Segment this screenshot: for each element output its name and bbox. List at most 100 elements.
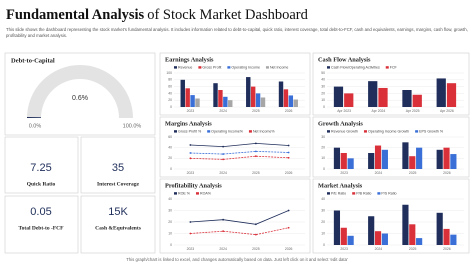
x-tick-label: 2024 (219, 109, 227, 113)
legend-label: Operating Income% (211, 129, 244, 133)
line-point (288, 152, 290, 154)
kpi-value: 35 (112, 162, 124, 174)
chart-title: Growth Analysis (318, 120, 363, 127)
legend-label: Net Income (270, 65, 288, 69)
legend-swatch (198, 66, 201, 68)
title-rest: of Stock Market Dashboard (147, 7, 308, 23)
chart-panel (160, 179, 310, 253)
legend-label: ROE % (178, 191, 191, 195)
bar (437, 213, 443, 245)
legend-swatch (352, 192, 355, 194)
bar (368, 216, 374, 245)
bar (348, 236, 354, 245)
kpi-label: Total Debt-to -FCF (18, 225, 64, 231)
y-tick-label: 30 (321, 208, 325, 212)
x-tick-label: 2025 (252, 171, 260, 175)
bar (409, 224, 415, 245)
y-tick-label: 20 (321, 146, 325, 150)
bar (284, 89, 288, 107)
bar (368, 81, 377, 107)
bar (450, 235, 456, 245)
chart-title: Cash Flow Analysis (318, 56, 371, 63)
y-tick-label: 0 (170, 167, 172, 171)
bar (256, 93, 260, 107)
bar (382, 150, 388, 169)
y-tick-label: 40 (321, 78, 325, 82)
legend-swatch (174, 192, 177, 194)
line-point (189, 152, 191, 154)
x-tick-label: 2026 (285, 109, 293, 113)
x-tick-label: 2026 (285, 171, 293, 175)
legend-swatch (327, 66, 330, 68)
bar (437, 78, 446, 107)
bar (402, 90, 411, 107)
x-tick-label: 2025 (252, 247, 260, 251)
bar (181, 80, 185, 107)
y-tick-label: 20 (168, 98, 172, 102)
gauge-title: Debt-to-Capital (11, 57, 55, 64)
kpi-value: 15K (108, 206, 128, 218)
bar (185, 88, 189, 107)
bar (223, 97, 227, 107)
y-tick-label: 60 (168, 135, 172, 139)
bar (382, 234, 388, 246)
y-tick-label: 0 (323, 243, 325, 247)
legend-swatch (415, 130, 418, 132)
legend-label: Revenue (178, 65, 192, 69)
bar (375, 146, 381, 169)
bar (213, 83, 217, 107)
kpi-value: 7.25 (30, 162, 51, 174)
y-tick-label: 10 (321, 231, 325, 235)
bar (190, 95, 194, 107)
y-tick-label: 40 (321, 197, 325, 201)
line-point (255, 223, 257, 225)
gauge-max: 100.0% (123, 123, 142, 129)
legend-swatch (364, 130, 367, 132)
line-point (222, 219, 224, 221)
bar (218, 90, 222, 107)
x-tick-label: 2023 (187, 247, 195, 251)
y-tick-label: 10 (321, 156, 325, 160)
line-point (189, 221, 191, 223)
bar (195, 99, 199, 108)
line-point (222, 146, 224, 148)
x-tick-label: 2025 (252, 109, 260, 113)
legend-swatch (174, 130, 177, 132)
legend-label: Net Income% (253, 129, 275, 133)
bar (402, 205, 408, 245)
bar (443, 148, 449, 169)
line-point (288, 145, 290, 147)
bar (341, 228, 347, 245)
subtitle-box: This slide shows the dashboard represent… (6, 27, 468, 47)
title-bold: Fundamental Analysis (6, 7, 145, 23)
legend-swatch (327, 130, 330, 132)
legend-label: ROA% (200, 191, 212, 195)
legend-label: P/E Ratio (331, 191, 346, 195)
kpi-label: Cash &Equivalents (95, 225, 141, 231)
y-tick-label: 0 (170, 105, 172, 109)
kpi-label: Quick Ratio (27, 181, 56, 187)
x-tick-label: Apr 2026 (440, 109, 454, 113)
y-tick-label: 100 (166, 71, 172, 75)
legend-label: P/S Ratio (381, 191, 396, 195)
bar (437, 150, 443, 169)
y-tick-label: 20 (321, 220, 325, 224)
x-tick-label: 2026 (443, 247, 451, 251)
bar (341, 153, 347, 169)
line-point (288, 210, 290, 212)
bar (334, 211, 340, 246)
legend-label: FCF (390, 65, 398, 69)
bar (246, 77, 250, 107)
gauge-min: 0.0% (29, 123, 42, 129)
legend-swatch (266, 66, 269, 68)
chart-title: Margins Analysis (165, 120, 212, 127)
y-tick-label: 60 (168, 84, 172, 88)
legend-swatch (207, 130, 210, 132)
legend-swatch (174, 66, 177, 68)
line-point (222, 159, 224, 161)
panels (5, 53, 155, 253)
y-tick-label: 20 (168, 156, 172, 160)
bar (334, 148, 340, 169)
y-tick-label: 40 (168, 146, 172, 150)
x-tick-label: 2025 (409, 247, 417, 251)
